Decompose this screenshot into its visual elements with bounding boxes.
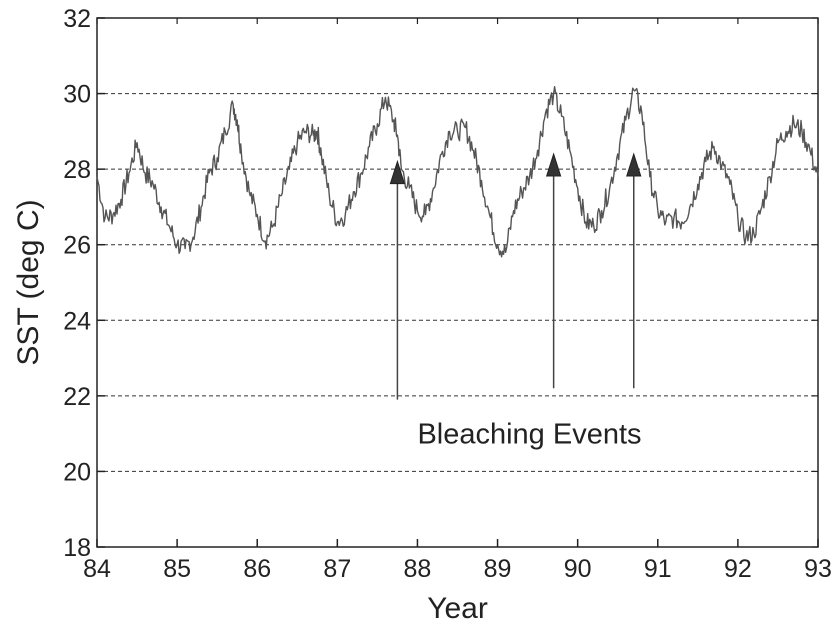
x-axis-ticks: 84 85 86 87 88 89 90 91 92 93	[83, 18, 832, 583]
y-tick-label: 18	[63, 534, 91, 562]
annotations: Bleaching Events	[417, 419, 641, 451]
x-tick-label: 93	[804, 555, 832, 583]
y-tick-label: 30	[63, 81, 91, 109]
y-tick-label: 20	[63, 458, 91, 486]
x-tick-label: 92	[724, 555, 752, 583]
y-axis-ticks: 18 20 22 24 26 28 30 32	[63, 5, 818, 562]
plot-frame	[96, 17, 819, 548]
bleaching-arrow-head-2	[545, 152, 562, 177]
x-tick-label: 85	[163, 555, 191, 583]
x-axis-title: Year	[427, 592, 488, 625]
y-tick-label: 24	[63, 307, 91, 335]
x-tick-label: 90	[564, 555, 592, 583]
y-tick-label: 22	[63, 383, 91, 411]
y-tick-label: 32	[63, 5, 91, 33]
bleaching-event-arrows	[389, 152, 642, 400]
x-tick-label: 87	[323, 555, 351, 583]
x-tick-label: 89	[484, 555, 512, 583]
x-tick-label: 88	[404, 555, 432, 583]
y-tick-label: 26	[63, 232, 91, 260]
x-tick-label: 86	[243, 555, 271, 583]
bleaching-arrow-head-1	[389, 159, 406, 185]
bleaching-events-label: Bleaching Events	[417, 419, 641, 451]
bleaching-arrow-head-3	[626, 152, 642, 177]
x-tick-label: 84	[83, 555, 111, 583]
sst-series-line	[96, 86, 819, 258]
y-axis-title: SST (deg C)	[12, 199, 45, 365]
grid-lines	[97, 93, 818, 472]
x-tick-label: 91	[644, 555, 672, 583]
y-tick-label: 28	[63, 156, 91, 184]
